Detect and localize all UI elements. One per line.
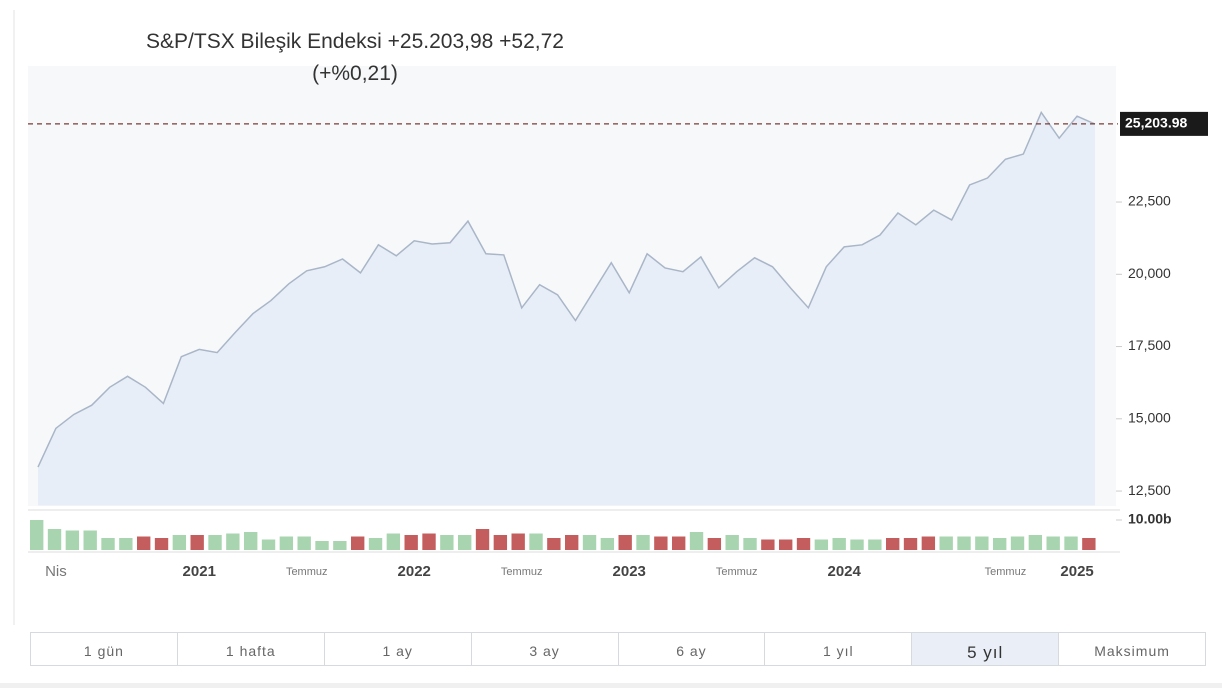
volume-bar	[511, 533, 525, 550]
volume-bar	[315, 541, 329, 550]
volume-bar	[618, 535, 632, 550]
y-tick-label: 22,500	[1128, 193, 1171, 209]
y-tick-label: 20,000	[1128, 265, 1171, 281]
volume-bar	[404, 535, 418, 550]
x-tick-label: 2023	[613, 563, 646, 580]
x-tick-label: Nis	[45, 563, 67, 580]
volume-bar	[1010, 536, 1025, 550]
volume-bar	[547, 538, 561, 550]
volume-bar	[261, 539, 276, 550]
volume-bar	[886, 538, 900, 550]
volume-bar	[1028, 535, 1043, 550]
volume-bar	[83, 530, 97, 550]
y-tick-label: 15,000	[1128, 409, 1171, 425]
range-button[interactable]: 5 yıl	[911, 632, 1060, 666]
volume-bar	[1082, 538, 1096, 550]
volume-bar	[244, 532, 258, 550]
volume-bar	[190, 535, 204, 550]
volume-bar	[154, 538, 169, 550]
volume-bar	[921, 536, 936, 550]
last-price-box	[1120, 111, 1208, 136]
volume-bar	[30, 520, 44, 550]
y-tick-label: 12,500	[1128, 482, 1171, 498]
range-button[interactable]: 3 ay	[470, 632, 619, 666]
volume-bar	[814, 539, 829, 550]
last-price-label: 25,203.98	[1125, 115, 1187, 131]
volume-bar	[975, 536, 989, 550]
volume-bar	[850, 539, 864, 550]
x-tick-label: 2022	[398, 563, 431, 580]
volume-bar	[725, 535, 739, 550]
x-tick-label: Temmuz	[716, 566, 758, 578]
volume-bar	[279, 536, 294, 550]
volume-bar	[761, 539, 775, 550]
x-tick-label: Temmuz	[501, 566, 543, 578]
x-tick-label: Temmuz	[286, 566, 328, 578]
volume-bar	[101, 538, 115, 550]
volume-bar	[707, 538, 722, 550]
chart-title: S&P/TSX Bileşik Endeksi +25.203,98 +52,7…	[146, 30, 564, 85]
volume-bar	[458, 535, 472, 550]
volume-bar	[796, 538, 811, 550]
range-button[interactable]: 6 ay	[617, 632, 766, 666]
volume-bar	[422, 533, 436, 550]
volume-bar	[297, 536, 311, 550]
volume-bar	[493, 535, 508, 550]
volume-bar	[386, 533, 401, 550]
range-button[interactable]: 1 hafta	[176, 632, 325, 666]
volume-bar	[957, 536, 971, 550]
volume-bar	[529, 533, 543, 550]
volume-bar	[208, 535, 222, 550]
x-tick-label: 2024	[827, 563, 861, 580]
range-button[interactable]: 1 ay	[323, 632, 472, 666]
range-button[interactable]: 1 yıl	[764, 632, 913, 666]
volume-bar	[743, 538, 757, 550]
volume-bar	[903, 538, 918, 550]
volume-bar	[868, 539, 882, 550]
volume-bar	[226, 533, 240, 550]
volume-bar	[440, 535, 454, 550]
y-tick-label: 17,500	[1128, 337, 1171, 353]
volume-bar	[654, 536, 668, 550]
volume-bar	[582, 535, 597, 550]
volume-bar	[832, 538, 846, 550]
volume-bar	[779, 539, 793, 550]
range-button[interactable]: 1 gün	[30, 632, 178, 666]
price-line	[37, 110, 1096, 468]
x-tick-label: Temmuz	[985, 566, 1027, 578]
volume-bar	[172, 535, 187, 550]
footer-strip	[0, 683, 1222, 688]
volume-bar	[333, 541, 347, 550]
volume-bar	[368, 538, 383, 550]
volume-bar	[119, 538, 133, 550]
x-tick-label: 2021	[183, 563, 216, 580]
volume-bar	[137, 536, 151, 550]
volume-bar	[993, 538, 1007, 550]
volume-bar	[672, 536, 686, 550]
volume-bar	[65, 530, 80, 550]
volume-bar	[689, 532, 704, 550]
volume-bar	[351, 536, 365, 550]
volume-bar	[475, 529, 490, 550]
volume-bar	[1046, 536, 1060, 550]
volume-bar	[565, 535, 579, 550]
volume-bar	[636, 535, 650, 550]
volume-tick-label: 10.00b	[1128, 511, 1172, 527]
volume-bar	[47, 529, 62, 550]
volume-bar	[600, 538, 615, 550]
range-button[interactable]: Maksimum	[1058, 632, 1206, 666]
x-tick-label: 2025	[1060, 563, 1093, 580]
volume-bar	[939, 536, 953, 550]
volume-bar	[1064, 536, 1078, 550]
